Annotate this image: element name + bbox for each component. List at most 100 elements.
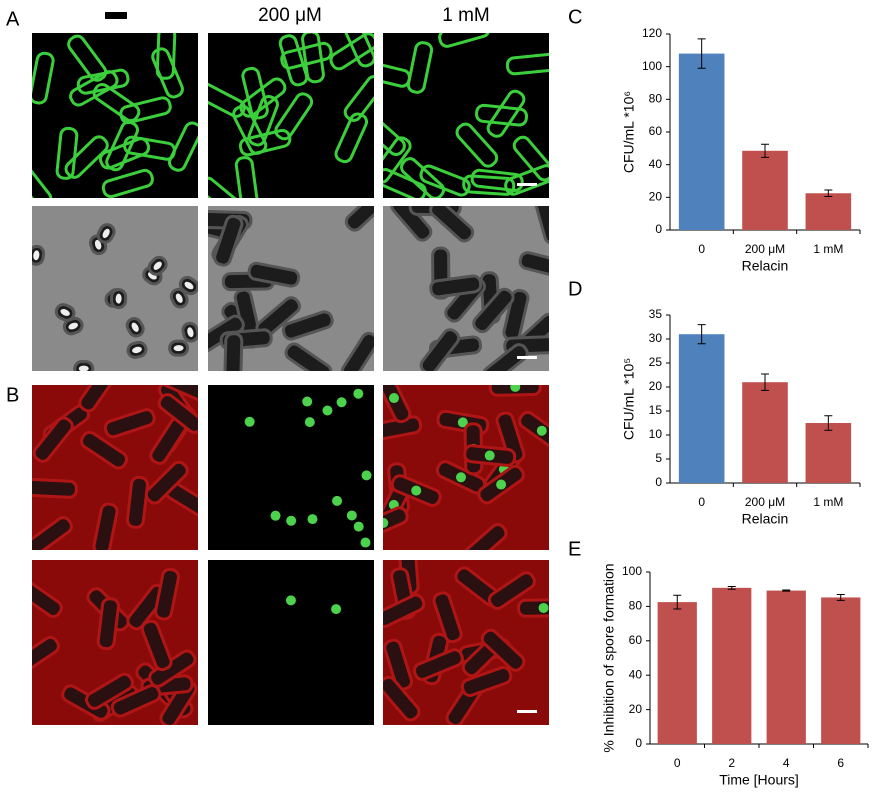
- y-tick-label: 40: [649, 157, 663, 171]
- spore: [184, 281, 194, 290]
- micrograph: [383, 33, 549, 198]
- cell: [55, 126, 79, 180]
- y-tick-label: 80: [629, 599, 643, 613]
- cell: [110, 684, 162, 718]
- error-bar: [824, 189, 833, 198]
- spore: [132, 346, 142, 354]
- background: [208, 560, 374, 725]
- micrograph: [208, 206, 374, 371]
- spore: [332, 495, 343, 506]
- spore: [331, 604, 342, 615]
- error-bar: [836, 594, 845, 601]
- cell: [280, 41, 333, 70]
- y-tick-label: 100: [642, 59, 662, 73]
- bar: [678, 53, 725, 230]
- bar: [805, 423, 852, 483]
- cell: [208, 176, 244, 198]
- cell: [480, 628, 526, 672]
- bar: [678, 334, 725, 483]
- cells: [208, 560, 374, 725]
- cell: [512, 135, 549, 182]
- cell: [213, 214, 244, 267]
- x-tick-label: 200 μM: [745, 495, 785, 509]
- cell: [419, 328, 461, 371]
- cells: [32, 385, 198, 550]
- spore: [536, 425, 547, 436]
- cell: [69, 70, 119, 107]
- cells: [383, 385, 549, 550]
- bar: [766, 590, 806, 744]
- cell: [32, 516, 73, 550]
- y-axis-label: CFU/mL *10⁶: [621, 91, 637, 173]
- spore: [353, 388, 364, 399]
- spore: [78, 365, 89, 371]
- bar: [821, 597, 861, 744]
- cell: [383, 136, 412, 184]
- cells: [208, 385, 374, 550]
- cell: [247, 261, 301, 288]
- cells: [32, 206, 198, 371]
- cell: [78, 385, 118, 413]
- cell: [32, 416, 74, 463]
- panel-label: E: [568, 538, 581, 560]
- spore: [286, 515, 297, 526]
- cell: [144, 460, 189, 505]
- cell: [462, 174, 516, 196]
- cell: [343, 75, 374, 122]
- cells: [383, 33, 549, 198]
- cell: [155, 33, 177, 80]
- cell: [96, 597, 120, 651]
- cell: [64, 135, 109, 179]
- spore: [244, 416, 255, 427]
- y-tick-label: 120: [642, 26, 662, 40]
- spore: [94, 239, 102, 250]
- cell: [505, 52, 549, 76]
- spore: [361, 470, 372, 481]
- bar: [712, 587, 752, 744]
- spore: [33, 250, 40, 261]
- cell: [533, 206, 549, 245]
- spore: [411, 485, 422, 496]
- cell: [278, 34, 309, 87]
- cell: [92, 502, 119, 550]
- cell: [154, 567, 181, 621]
- cells: [383, 206, 549, 371]
- cell: [340, 331, 374, 371]
- cell: [167, 121, 198, 172]
- x-tick-label: 4: [783, 756, 790, 770]
- x-axis-label: Time [Hours]: [719, 772, 799, 788]
- cell: [482, 343, 529, 371]
- micrograph: [383, 385, 549, 550]
- cell: [103, 408, 156, 439]
- spore: [270, 510, 281, 521]
- cell: [486, 89, 526, 138]
- cell: [274, 92, 314, 141]
- cell: [432, 591, 463, 644]
- y-tick-label: 40: [629, 667, 643, 681]
- error-bar: [673, 594, 682, 610]
- cell: [406, 41, 434, 94]
- y-tick-label: 0: [655, 222, 662, 236]
- cells: [208, 206, 374, 371]
- cell: [383, 675, 421, 722]
- x-tick-label: 0: [698, 495, 705, 509]
- spore: [346, 510, 357, 521]
- cell: [101, 168, 154, 198]
- x-axis-label: Relacin: [742, 511, 789, 527]
- cell: [301, 33, 325, 84]
- y-tick-label: 20: [649, 190, 663, 204]
- y-axis-label: % Inhibition of spore formation: [601, 563, 617, 752]
- micrograph: [383, 206, 549, 371]
- scale-bar: [517, 710, 537, 713]
- cell: [125, 475, 149, 529]
- spore: [307, 514, 318, 525]
- y-tick-label: 5: [655, 451, 662, 465]
- column-header: 200 μM: [258, 5, 322, 26]
- spore: [115, 293, 122, 304]
- y-tick-label: 0: [635, 736, 642, 750]
- x-tick-label: 2: [728, 756, 735, 770]
- cell: [383, 593, 426, 629]
- cell: [281, 310, 334, 341]
